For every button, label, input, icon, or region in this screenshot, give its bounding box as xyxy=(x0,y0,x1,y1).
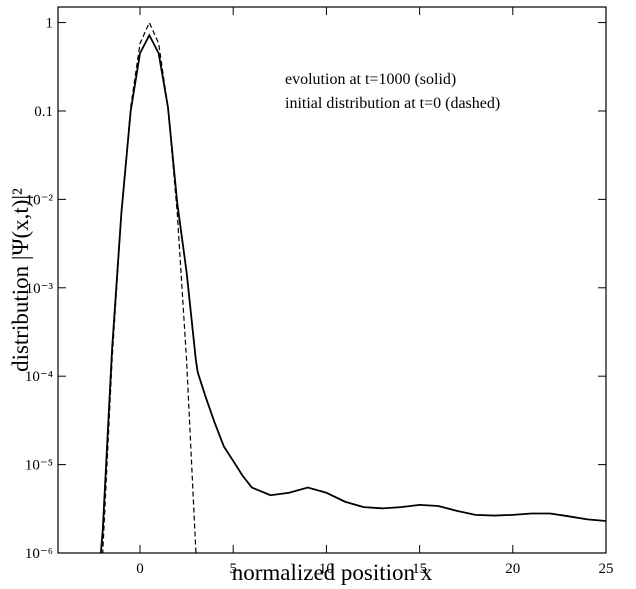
y-tick-label: 10⁻² xyxy=(26,192,54,208)
y-tick-label: 10⁻⁶ xyxy=(25,546,53,562)
x-tick-label: 15 xyxy=(412,561,427,577)
x-tick-label: 25 xyxy=(599,561,614,577)
y-tick-label: 0.1 xyxy=(34,104,53,120)
y-tick-label: 1 xyxy=(46,16,54,32)
x-tick-label: 20 xyxy=(505,561,520,577)
x-tick-label: 10 xyxy=(319,561,334,577)
line-series xyxy=(102,21,197,553)
y-tick-label: 10⁻⁵ xyxy=(25,458,53,474)
x-tick-label: 0 xyxy=(136,561,144,577)
annotation: initial distribution at t=0 (dashed) xyxy=(285,95,500,112)
y-tick-label: 10⁻³ xyxy=(26,281,54,297)
y-tick-label: 10⁻⁴ xyxy=(25,369,53,385)
y-axis-label: distribution |Ψ(x,t)|² xyxy=(8,188,33,372)
x-tick-label: 5 xyxy=(229,561,237,577)
line-series xyxy=(99,33,606,553)
annotation: evolution at t=1000 (solid) xyxy=(285,71,456,88)
x-axis-label: normalized position x xyxy=(232,560,433,585)
plot-frame xyxy=(57,6,607,554)
